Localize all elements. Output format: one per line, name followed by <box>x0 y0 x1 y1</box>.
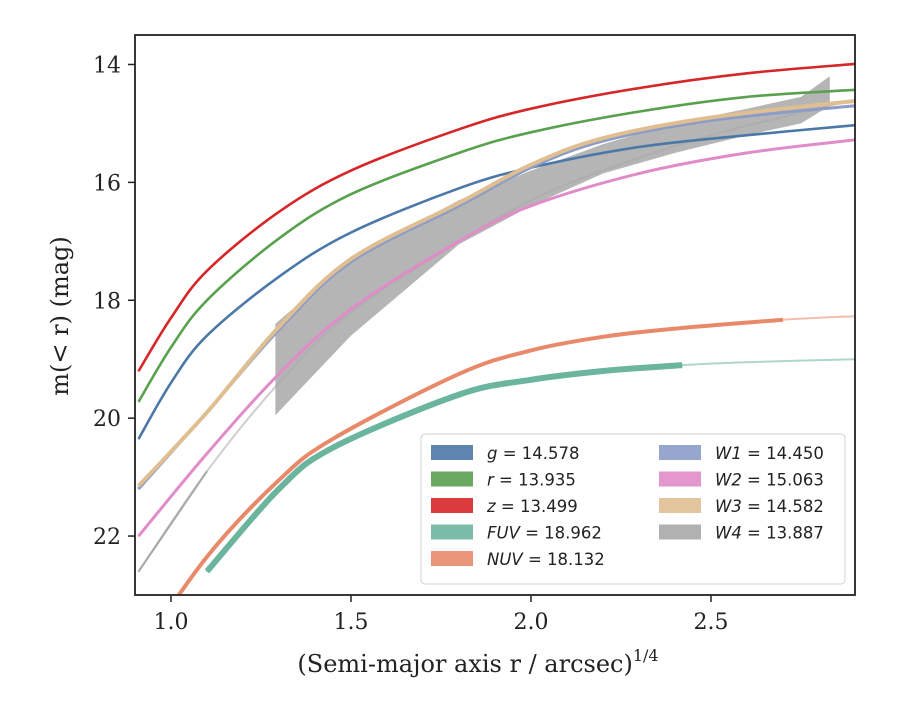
series-w4-line <box>137 470 208 572</box>
x-tick-label: 2.5 <box>694 610 729 635</box>
legend-label-w4: W4 = 13.887 <box>715 524 824 543</box>
legend-label-fuv: FUV = 18.962 <box>487 524 602 543</box>
y-tick-label: 22 <box>93 525 121 550</box>
axes: 1.0 1.5 2.0 2.5 14 16 18 20 22 <box>93 34 856 635</box>
legend-swatch-g <box>431 445 473 460</box>
series-r-model-line <box>137 88 855 403</box>
legend-swatch-w3 <box>659 498 701 513</box>
legend-swatch-w4 <box>659 524 701 540</box>
legend-label-nuv: NUV = 18.132 <box>487 550 605 569</box>
x-tick-label: 1.0 <box>154 610 189 635</box>
x-tick-label: 2.0 <box>514 610 549 635</box>
x-tick-label: 1.5 <box>334 610 369 635</box>
y-tick-label: 14 <box>93 53 121 78</box>
series-fuv-line <box>204 362 683 574</box>
plot-clip-group <box>137 62 855 595</box>
legend-swatch-nuv <box>431 551 473 566</box>
legend-box <box>420 433 846 585</box>
legend-label-z: z = 13.499 <box>486 497 578 516</box>
legend-label-g: g = 14.578 <box>487 444 580 463</box>
legend-label-w3: W3 = 14.582 <box>715 497 824 516</box>
series-g-line <box>137 123 855 440</box>
legend-swatch-w2 <box>659 471 701 487</box>
plot-frame <box>134 34 856 596</box>
legend: g = 14.578 r = 13.935 z = 13.499 FUV = 18.9… <box>420 433 846 585</box>
legend-label-r: r = 13.935 <box>487 471 576 490</box>
legend-label-w2: W2 = 15.063 <box>715 471 824 490</box>
legend-swatch-w1 <box>659 445 701 460</box>
series-w1-line <box>137 104 855 490</box>
series-w1-model-line <box>137 104 855 490</box>
series-g-model-line <box>137 124 855 440</box>
series-z-line <box>137 62 855 372</box>
legend-label-w1: W1 = 14.450 <box>715 444 824 463</box>
y-tick-label: 18 <box>93 289 121 314</box>
y-axis-title: m(< r) (mag) <box>46 236 74 395</box>
x-axis-title: (Semi-major axis r / arcsec)1/4 <box>297 646 658 678</box>
legend-swatch-fuv <box>431 524 473 540</box>
y-tick-label: 16 <box>93 171 121 196</box>
series-nuv-line <box>176 317 784 595</box>
plot-area <box>137 62 855 595</box>
legend-swatch-z <box>431 498 473 513</box>
series-w3-line <box>137 99 855 488</box>
legend-swatch-r <box>431 471 473 487</box>
series-r-line <box>137 88 855 403</box>
series-w2-line <box>137 138 855 538</box>
series-w3-model-line <box>137 100 855 487</box>
y-tick-label: 20 <box>93 407 121 432</box>
